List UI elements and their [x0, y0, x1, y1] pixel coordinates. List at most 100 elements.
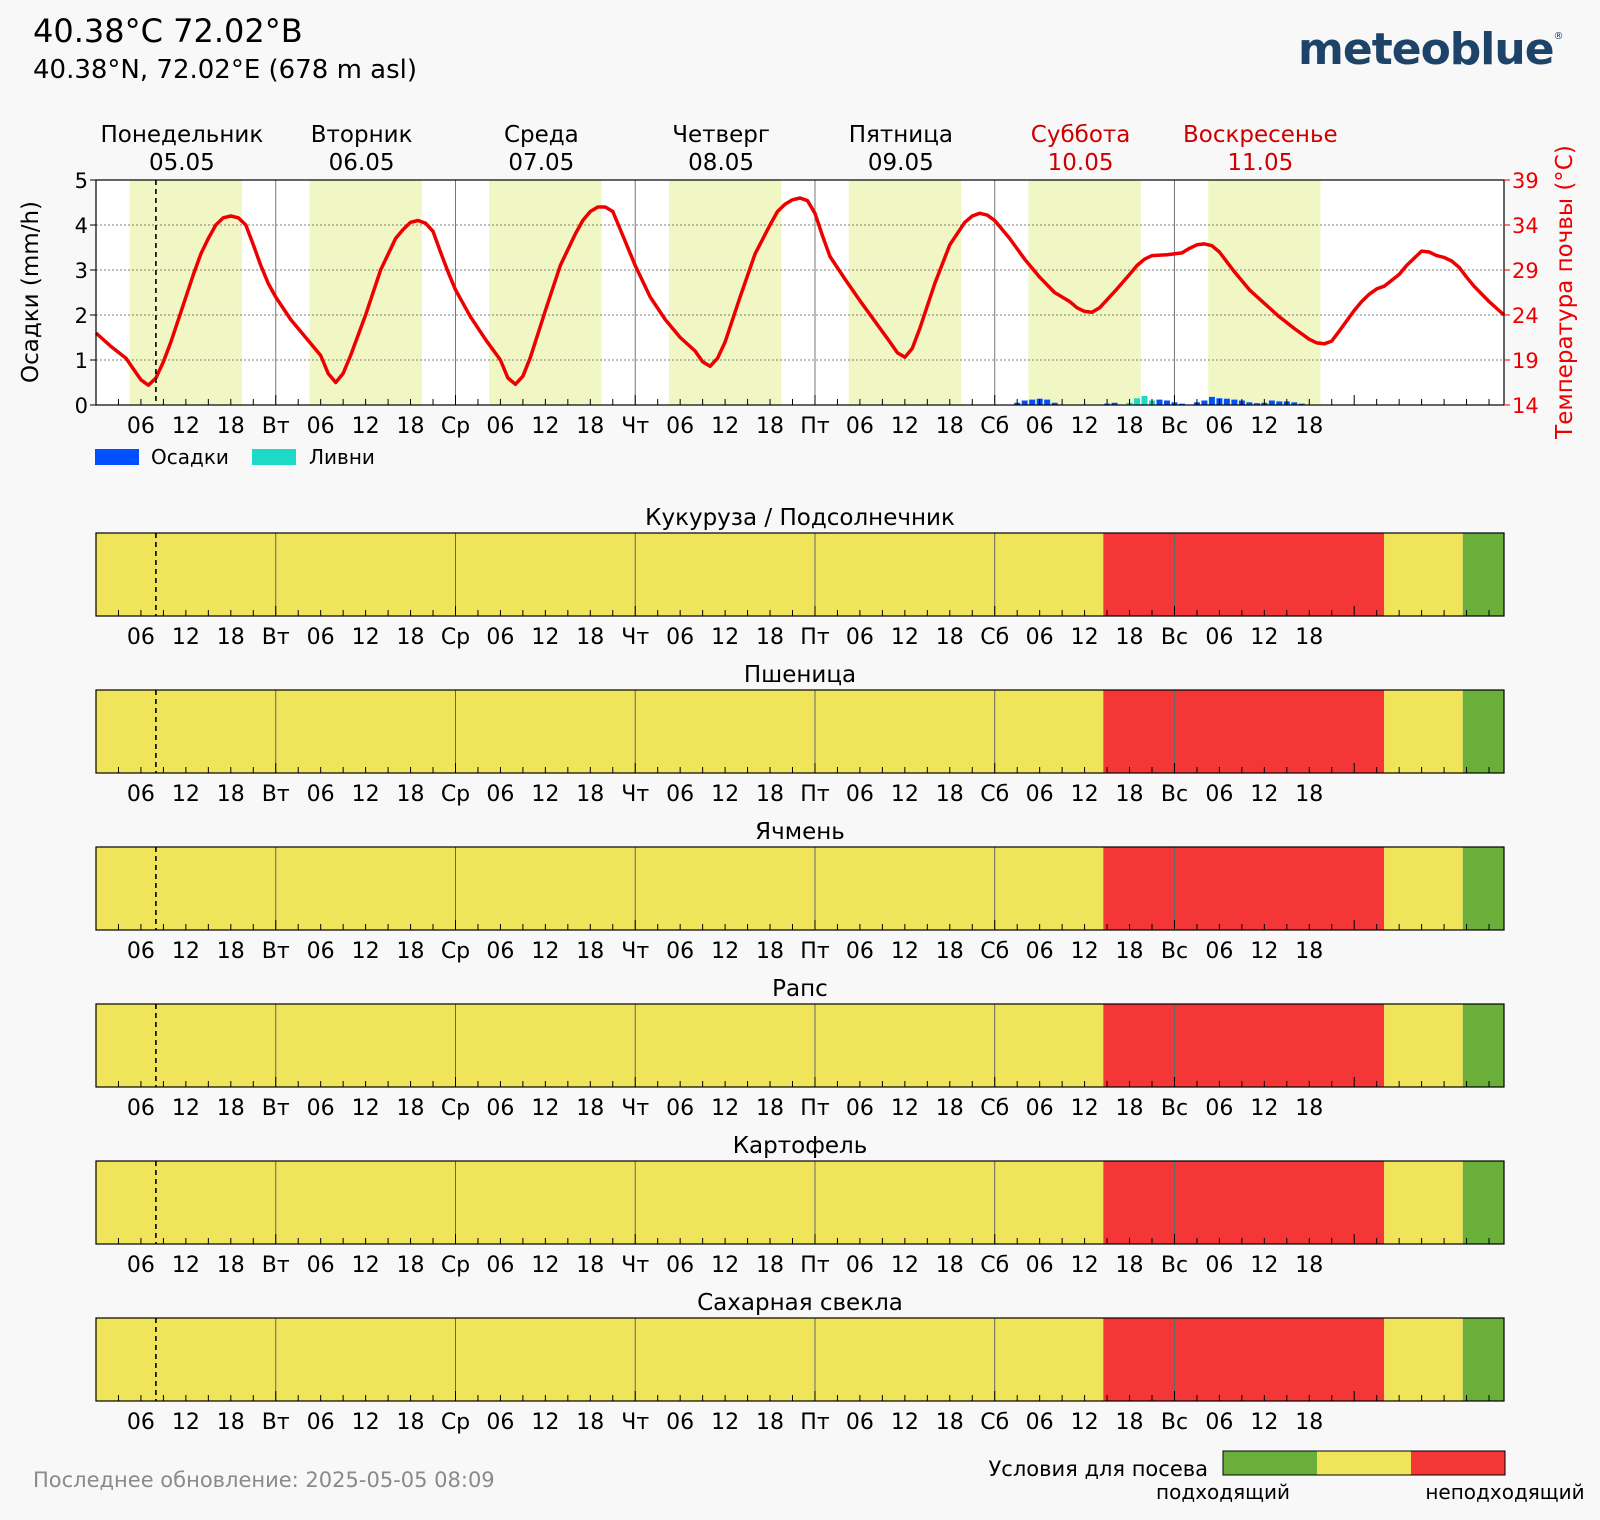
day-name-label: Понедельник	[100, 122, 263, 148]
precipitation-bar	[1163, 400, 1170, 405]
sowing-condition-segment	[96, 1161, 1104, 1244]
soil-temperature-line	[94, 196, 1506, 387]
x-axis-day-label: Ср	[441, 939, 470, 964]
x-axis-day-label: Чт	[621, 1410, 649, 1435]
crop-title: Картофель	[733, 1133, 868, 1159]
sowing-condition-segment	[1462, 1161, 1504, 1244]
x-axis-hour-label: 12	[172, 625, 200, 650]
x-axis-day-label: Вт	[262, 1253, 290, 1278]
x-axis-hour-label: 12	[1071, 414, 1099, 439]
x-axis-hour-label: 18	[576, 1253, 604, 1278]
x-axis-hour-label: 12	[891, 939, 919, 964]
x-axis-hour-label: 12	[891, 1410, 919, 1435]
x-axis-hour-label: 12	[711, 1253, 739, 1278]
x-axis-hour-label: 06	[1026, 1096, 1054, 1121]
sowing-condition-segment	[1384, 533, 1463, 616]
x-axis-hour-label: 06	[127, 782, 155, 807]
x-axis-hour-label: 18	[576, 782, 604, 807]
crop-panel-frame	[95, 846, 1505, 931]
x-axis-hour-label: 18	[1116, 625, 1144, 650]
precipitation-bar	[1231, 399, 1238, 405]
x-axis-hour-label: 18	[1116, 782, 1144, 807]
x-axis-hour-label: 06	[486, 1096, 514, 1121]
x-axis-day-label: Сб	[980, 782, 1009, 807]
x-axis-hour-label: 18	[1295, 1410, 1323, 1435]
crop-panel-frame	[95, 1160, 1505, 1245]
x-axis-hour-label: 06	[1205, 782, 1233, 807]
x-axis-day-label: Пт	[800, 414, 830, 439]
x-axis-day-label: Вт	[262, 939, 290, 964]
x-axis-hour-label: 06	[486, 625, 514, 650]
x-axis-hour-label: 18	[756, 939, 784, 964]
x-axis-hour-label: 18	[576, 1410, 604, 1435]
x-axis-hour-label: 18	[936, 1410, 964, 1435]
precipitation-bar	[1051, 402, 1058, 405]
precipitation-legend-swatch	[95, 449, 139, 465]
x-axis-hour-label: 06	[666, 1096, 694, 1121]
x-axis-hour-label: 06	[1026, 1253, 1054, 1278]
x-axis-hour-label: 18	[1295, 1253, 1323, 1278]
x-axis-day-label: Вт	[262, 1096, 290, 1121]
precipitation-bar	[1298, 403, 1305, 405]
x-axis-hour-label: 12	[711, 782, 739, 807]
x-axis-hour-label: 18	[397, 414, 425, 439]
right-axis-tick-label: 29	[1512, 259, 1539, 283]
sowing-condition-segment	[1462, 533, 1504, 616]
left-axis-tick-label: 0	[75, 394, 88, 418]
day-date-label: 10.05	[1048, 150, 1114, 176]
sowing-condition-segment	[1103, 1318, 1385, 1401]
x-axis-day-label: Ср	[441, 782, 470, 807]
brand-name: meteoblue	[1298, 24, 1555, 75]
meteoblue-logo[interactable]: meteoblue®	[1298, 28, 1564, 72]
x-axis-day-label: Пт	[800, 1253, 830, 1278]
x-axis-hour-label: 12	[1071, 939, 1099, 964]
crop-title: Кукуруза / Подсолнечник	[645, 505, 955, 531]
sowing-condition-segment	[1384, 1318, 1463, 1401]
sowing-condition-segment	[96, 690, 1104, 773]
x-axis-hour-label: 18	[217, 782, 245, 807]
x-axis-hour-label: 12	[531, 414, 559, 439]
x-axis-hour-label: 12	[1071, 1096, 1099, 1121]
x-axis-hour-label: 18	[1295, 414, 1323, 439]
daylight-band	[489, 180, 602, 405]
x-axis-hour-label: 18	[217, 414, 245, 439]
x-axis-hour-label: 12	[352, 1253, 380, 1278]
x-axis-hour-label: 18	[936, 1096, 964, 1121]
crop-panel-frame	[95, 689, 1505, 774]
x-axis-hour-label: 06	[307, 939, 335, 964]
x-axis-hour-label: 18	[576, 939, 604, 964]
precipitation-bar	[1178, 403, 1185, 405]
x-axis-hour-label: 06	[846, 939, 874, 964]
last-update-text: Последнее обновление: 2025-05-05 08:09	[33, 1468, 495, 1492]
x-axis-day-label: Вс	[1161, 1096, 1188, 1121]
day-date-label: 07.05	[508, 150, 574, 176]
x-axis-hour-label: 12	[352, 939, 380, 964]
x-axis-day-label: Ср	[441, 1096, 470, 1121]
x-axis-hour-label: 12	[1250, 939, 1278, 964]
x-axis-day-label: Чт	[621, 1253, 649, 1278]
x-axis-hour-label: 12	[891, 782, 919, 807]
x-axis-hour-label: 12	[172, 782, 200, 807]
x-axis-hour-label: 18	[1116, 1410, 1144, 1435]
x-axis-hour-label: 18	[217, 625, 245, 650]
x-axis-day-label: Ср	[441, 1253, 470, 1278]
day-name-label: Суббота	[1031, 122, 1131, 148]
x-axis-hour-label: 18	[756, 414, 784, 439]
x-axis-hour-label: 12	[352, 1410, 380, 1435]
precipitation-bar	[1208, 396, 1215, 405]
precipitation-bar	[1029, 399, 1036, 405]
x-axis-hour-label: 18	[1116, 939, 1144, 964]
x-axis-day-label: Вс	[1161, 939, 1188, 964]
x-axis-hour-label: 06	[846, 414, 874, 439]
x-axis-day-label: Вт	[262, 625, 290, 650]
right-axis-tick-label: 24	[1512, 304, 1539, 328]
x-axis-hour-label: 06	[307, 414, 335, 439]
left-axis-tick-label: 4	[75, 214, 88, 238]
crop-panel-frame	[95, 1003, 1505, 1088]
x-axis-hour-label: 12	[1250, 1410, 1278, 1435]
daylight-band	[668, 180, 782, 405]
x-axis-hour-label: 12	[711, 625, 739, 650]
day-date-label: 05.05	[149, 150, 215, 176]
x-axis-hour-label: 06	[486, 1410, 514, 1435]
